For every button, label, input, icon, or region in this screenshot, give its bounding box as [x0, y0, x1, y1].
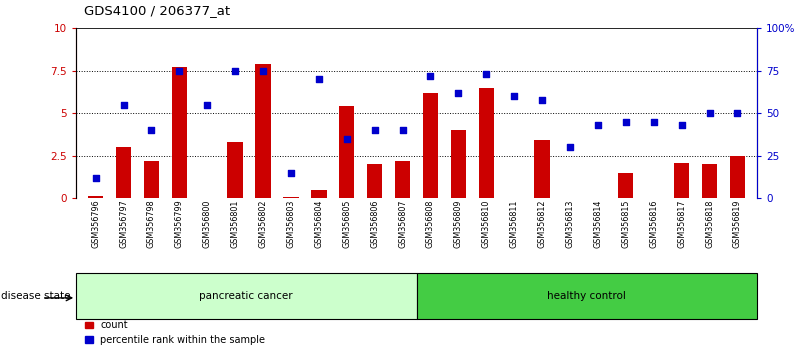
Text: disease state: disease state: [1, 291, 70, 301]
Point: [89, 175, 102, 181]
Point: [145, 127, 158, 133]
Bar: [143, 161, 159, 198]
Point: [647, 119, 660, 125]
Text: healthy control: healthy control: [547, 291, 626, 301]
Point: [564, 144, 577, 150]
Point: [424, 73, 437, 79]
Point: [619, 119, 632, 125]
Bar: [479, 88, 494, 198]
Text: GDS4100 / 206377_at: GDS4100 / 206377_at: [84, 4, 230, 17]
Point: [703, 110, 716, 116]
Bar: [534, 141, 549, 198]
Bar: [367, 164, 382, 198]
Point: [591, 122, 604, 128]
Point: [117, 102, 130, 108]
Point: [452, 90, 465, 96]
Point: [536, 97, 549, 103]
Point: [312, 76, 325, 82]
Point: [256, 68, 269, 74]
Legend: count, percentile rank within the sample: count, percentile rank within the sample: [81, 316, 269, 349]
Bar: [256, 64, 271, 198]
Point: [368, 127, 381, 133]
Point: [284, 170, 297, 176]
Bar: [730, 156, 745, 198]
Bar: [171, 67, 187, 198]
Bar: [702, 164, 717, 198]
Point: [173, 68, 186, 74]
Bar: [674, 162, 690, 198]
Bar: [76, 273, 417, 319]
Point: [340, 136, 353, 142]
Point: [229, 68, 242, 74]
Bar: [227, 142, 243, 198]
Point: [508, 93, 521, 99]
Point: [731, 110, 744, 116]
Bar: [116, 147, 131, 198]
Bar: [311, 190, 327, 198]
Bar: [417, 273, 757, 319]
Bar: [88, 196, 103, 198]
Point: [396, 127, 409, 133]
Bar: [339, 107, 354, 198]
Point: [480, 72, 493, 77]
Point: [675, 122, 688, 128]
Bar: [423, 93, 438, 198]
Bar: [451, 130, 466, 198]
Text: pancreatic cancer: pancreatic cancer: [199, 291, 293, 301]
Bar: [395, 161, 410, 198]
Point: [201, 102, 214, 108]
Bar: [618, 173, 634, 198]
